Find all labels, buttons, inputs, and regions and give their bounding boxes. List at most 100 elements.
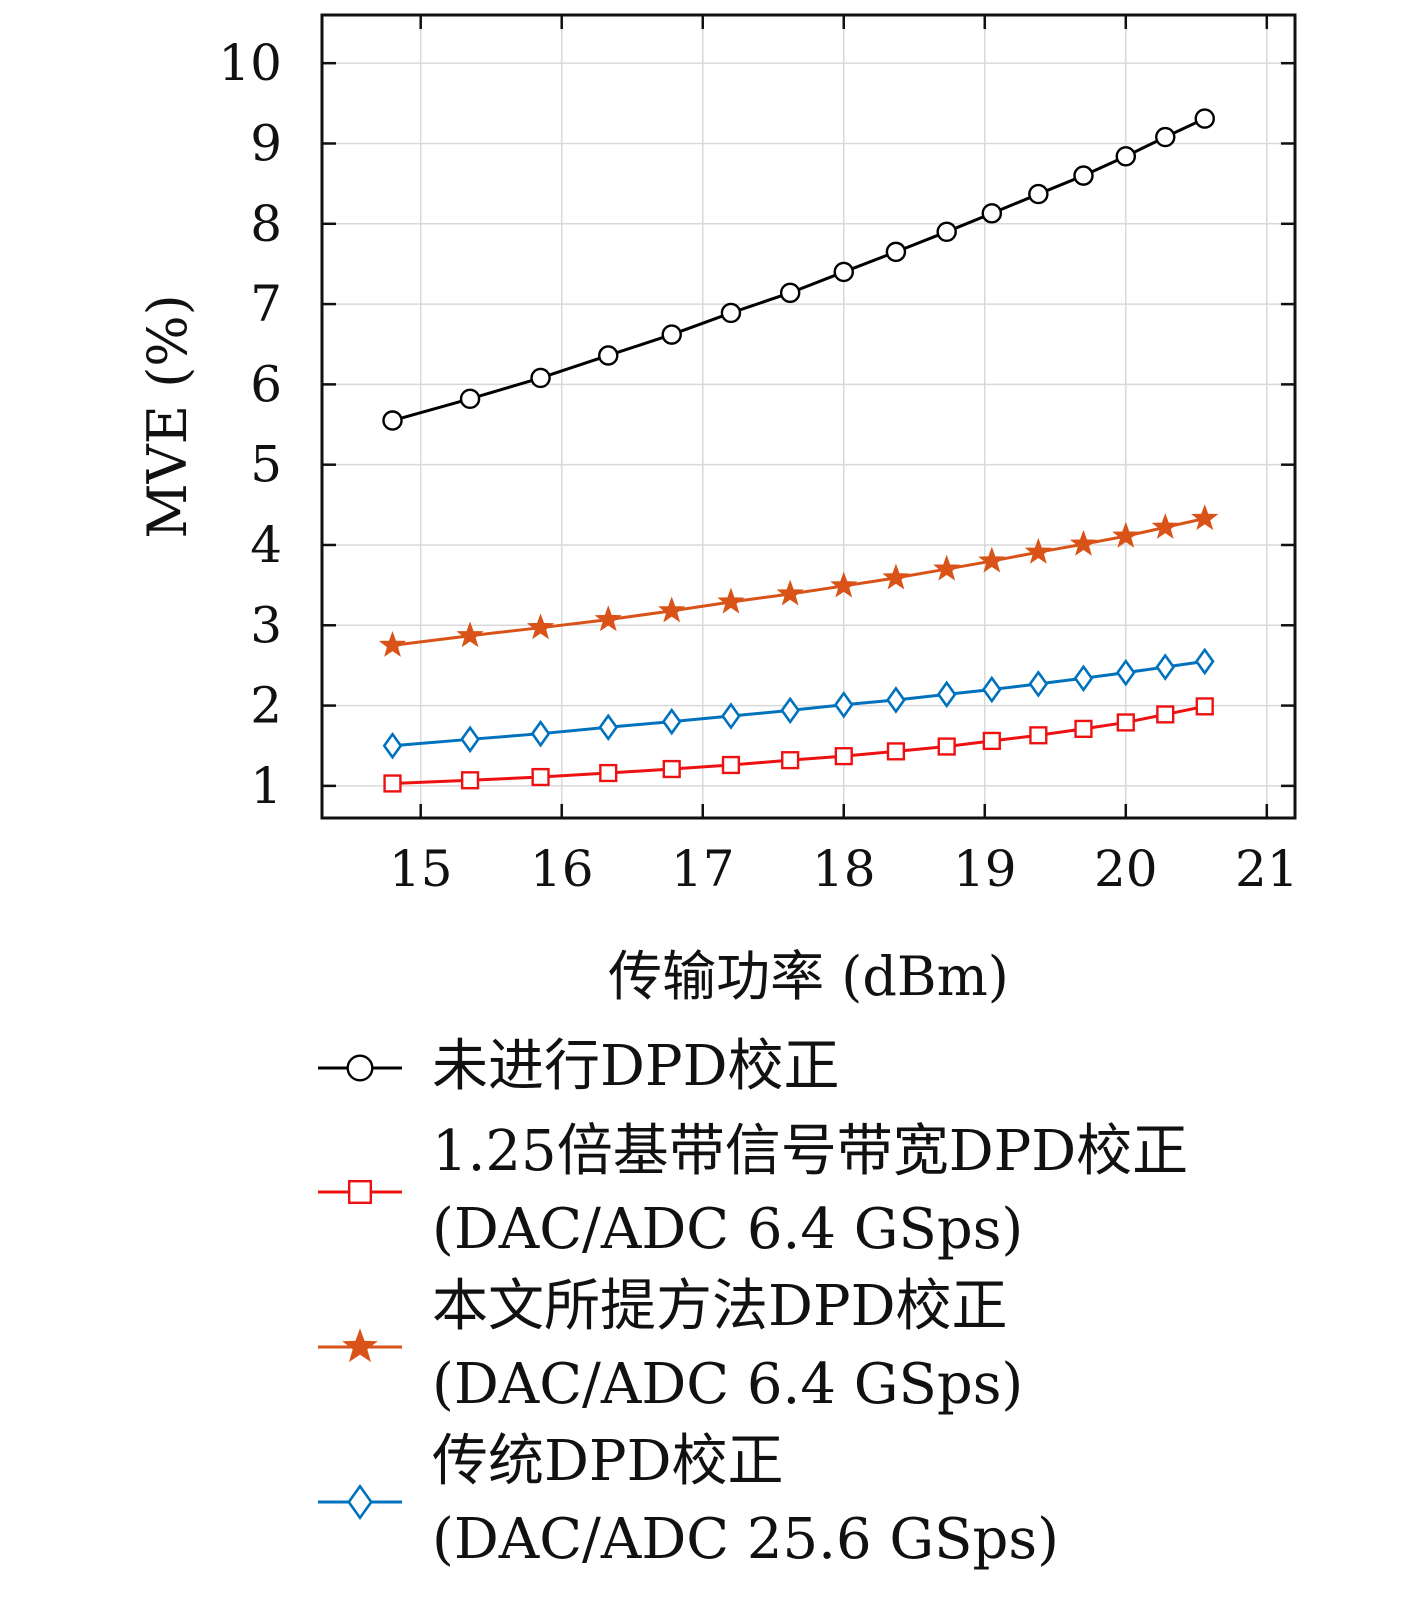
data-point	[378, 631, 407, 657]
y-tick-label: 5	[250, 436, 282, 494]
data-point	[1112, 521, 1140, 548]
data-point	[1194, 647, 1215, 676]
data-point	[886, 742, 906, 761]
grid	[322, 15, 1295, 818]
legend-marker	[347, 1484, 373, 1520]
data-point	[982, 731, 1001, 751]
plot-area	[320, 13, 1297, 820]
series-line	[392, 704, 1206, 785]
y-tick-label: 4	[250, 516, 282, 574]
data-point	[1191, 504, 1219, 531]
data-point	[936, 680, 957, 709]
x-tick-label: 19	[953, 840, 1017, 898]
data-point	[830, 571, 858, 598]
y-tick-label: 9	[250, 114, 282, 172]
data-point	[779, 282, 801, 304]
series-3	[378, 504, 1219, 657]
data-point	[833, 261, 854, 283]
data-point	[459, 388, 481, 410]
legend-label: 传统DPD校正	[432, 1429, 783, 1494]
data-point	[833, 690, 854, 719]
data-point	[937, 737, 956, 756]
y-tick-label: 8	[250, 195, 282, 253]
x-tick-label: 18	[812, 840, 876, 898]
legend-label-line2: (DAC/ADC 25.6 GSps)	[432, 1507, 1059, 1572]
data-point	[721, 755, 741, 775]
y-tick-label: 3	[250, 596, 282, 654]
data-point	[530, 719, 551, 748]
x-tick-label: 17	[671, 840, 735, 898]
data-point	[383, 774, 402, 793]
legend-marker	[342, 1328, 378, 1363]
data-point	[460, 725, 480, 754]
data-point	[1194, 108, 1215, 129]
series-layer	[378, 108, 1219, 793]
data-point	[1024, 537, 1052, 564]
data-point	[720, 302, 742, 324]
data-point	[530, 367, 551, 389]
data-point	[1156, 705, 1175, 724]
series-line	[392, 117, 1206, 422]
data-point	[1116, 713, 1135, 732]
data-point	[598, 713, 619, 742]
y-tick-label: 10	[218, 34, 282, 92]
x-tick-label: 16	[530, 840, 594, 898]
legend-label-line2: (DAC/ADC 6.4 GSps)	[432, 1352, 1023, 1417]
data-point	[717, 587, 745, 614]
data-point	[1155, 126, 1176, 148]
data-point	[1151, 512, 1179, 539]
data-point	[981, 675, 1002, 704]
data-point	[978, 546, 1006, 573]
data-point	[885, 241, 907, 263]
data-point	[834, 747, 853, 766]
data-point	[658, 596, 686, 623]
data-point	[1028, 183, 1049, 205]
series-line	[392, 517, 1206, 647]
series-line	[392, 659, 1205, 748]
data-point	[382, 731, 403, 760]
legend-item: 未进行DPD校正	[318, 1034, 839, 1099]
data-point	[456, 621, 484, 648]
data-point	[594, 605, 622, 632]
data-point	[1069, 529, 1098, 556]
data-point	[933, 554, 961, 581]
data-point	[1029, 726, 1048, 745]
series-4	[382, 647, 1215, 760]
data-point	[882, 563, 910, 590]
legend-label: 1.25倍基带信号带宽DPD校正	[432, 1119, 1188, 1184]
data-point	[661, 707, 682, 736]
data-point	[1195, 697, 1214, 716]
data-point	[661, 324, 682, 345]
legend-label: 未进行DPD校正	[432, 1034, 839, 1099]
data-point	[886, 686, 906, 714]
data-point	[460, 771, 480, 790]
legend-label: 本文所提方法DPD校正	[432, 1274, 1007, 1339]
data-point	[721, 702, 741, 730]
y-axis-title: MVE (%)	[136, 294, 199, 538]
legend-item: 1.25倍基带信号带宽DPD校正 (DAC/ADC 6.4 GSps)	[318, 1119, 1188, 1262]
legend-marker	[346, 1054, 374, 1082]
legend-item: 本文所提方法DPD校正 (DAC/ADC 6.4 GSps)	[318, 1274, 1023, 1417]
data-point	[1115, 658, 1136, 687]
y-tick-label: 2	[250, 677, 282, 735]
data-point	[780, 696, 801, 725]
data-point	[1074, 719, 1093, 738]
series-2	[383, 697, 1214, 793]
data-point	[599, 763, 618, 783]
data-point	[1073, 165, 1094, 186]
x-axis-title: 传输功率 (dBm)	[608, 945, 1009, 1008]
legend-label-line2: (DAC/ADC 6.4 GSps)	[432, 1197, 1023, 1262]
data-point	[981, 203, 1003, 224]
data-point	[1155, 653, 1176, 681]
legend-item: 传统DPD校正 (DAC/ADC 25.6 GSps)	[318, 1429, 1059, 1572]
x-tick-label: 21	[1235, 840, 1299, 898]
data-point	[531, 767, 550, 787]
data-point	[382, 410, 403, 431]
data-point	[1073, 664, 1094, 693]
data-point	[1115, 146, 1137, 167]
data-point	[936, 221, 957, 243]
legend-marker	[348, 1179, 373, 1204]
series-1	[382, 108, 1215, 431]
